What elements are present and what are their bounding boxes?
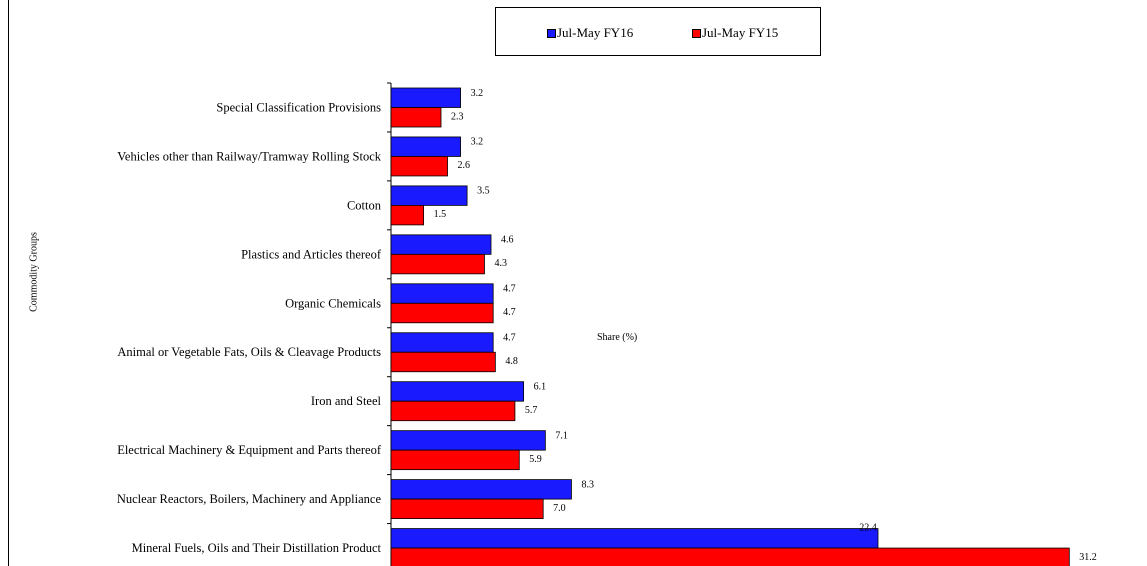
category-label: Mineral Fuels, Oils and Their Distillati… — [132, 541, 382, 555]
bar-fy15 — [390, 302, 494, 324]
legend-swatch-fy15 — [692, 28, 701, 38]
data-label: 4.7 — [503, 333, 516, 344]
data-label: 4.7 — [503, 284, 516, 295]
data-label: 4.8 — [505, 356, 518, 367]
data-label: 5.7 — [525, 405, 538, 416]
data-label: 4.6 — [501, 235, 514, 246]
bar-fy15 — [390, 156, 448, 177]
bar-fy16 — [390, 430, 546, 451]
data-label: 3.5 — [477, 186, 490, 197]
category-label: Plastics and Articles thereof — [241, 247, 382, 261]
bar-fy16 — [390, 283, 494, 304]
data-label: 5.9 — [529, 454, 542, 465]
data-label: 4.3 — [494, 258, 507, 269]
bar-fy16 — [390, 234, 492, 255]
bar-fy16 — [390, 381, 525, 402]
legend-swatch-fy16 — [547, 28, 556, 38]
category-label: Animal or Vegetable Fats, Oils & Cleavag… — [117, 345, 381, 359]
data-label: 22.4 — [859, 523, 877, 534]
data-label: 1.5 — [434, 209, 447, 220]
bar-fy16 — [390, 185, 468, 206]
category-label: Special Classification Provisions — [216, 100, 381, 114]
category-label: Iron and Steel — [311, 394, 382, 408]
legend: Jul-May FY16 Jul-May FY15 — [495, 7, 821, 56]
bar-fy15 — [390, 449, 520, 471]
bar-fy16 — [390, 87, 461, 108]
category-label: Vehicles other than Railway/Tramway Roll… — [117, 149, 381, 163]
category-label: Electrical Machinery & Equipment and Par… — [117, 443, 382, 457]
bar-fy15 — [390, 498, 544, 520]
bar-fy16 — [390, 136, 461, 157]
bar-fy16 — [390, 528, 879, 549]
legend-label-fy15: Jul-May FY15 — [702, 25, 779, 40]
data-label: 31.2 — [1079, 552, 1097, 563]
legend-item-fy15: Jul-May FY15 — [692, 25, 778, 41]
data-label: 8.3 — [581, 479, 594, 490]
legend-label-fy16: Jul-May FY16 — [557, 25, 634, 40]
category-label: Cotton — [347, 198, 382, 212]
data-label: 2.3 — [451, 111, 464, 122]
bar-fy16 — [390, 479, 572, 500]
chart-frame — [8, 0, 1146, 566]
data-label: 3.2 — [471, 88, 484, 99]
x-axis-title: Share (%) — [597, 332, 638, 343]
bar-fy16 — [390, 332, 494, 353]
category-label: Nuclear Reactors, Boilers, Machinery and… — [117, 492, 382, 506]
bar-fy15 — [390, 107, 442, 128]
data-label: 2.6 — [458, 160, 471, 171]
bar-fy15 — [390, 400, 516, 422]
bar-fy15 — [390, 547, 1070, 566]
data-label: 3.2 — [471, 137, 484, 148]
data-label: 7.1 — [555, 430, 568, 441]
data-label: 7.0 — [553, 503, 566, 514]
legend-item-fy16: Jul-May FY16 — [547, 25, 633, 41]
bar-fy15 — [390, 351, 496, 373]
data-label: 6.1 — [534, 381, 547, 392]
data-label: 4.7 — [503, 307, 516, 318]
bar-fy15 — [390, 204, 425, 226]
bar-fy15 — [390, 253, 485, 275]
category-label: Organic Chemicals — [285, 296, 381, 310]
